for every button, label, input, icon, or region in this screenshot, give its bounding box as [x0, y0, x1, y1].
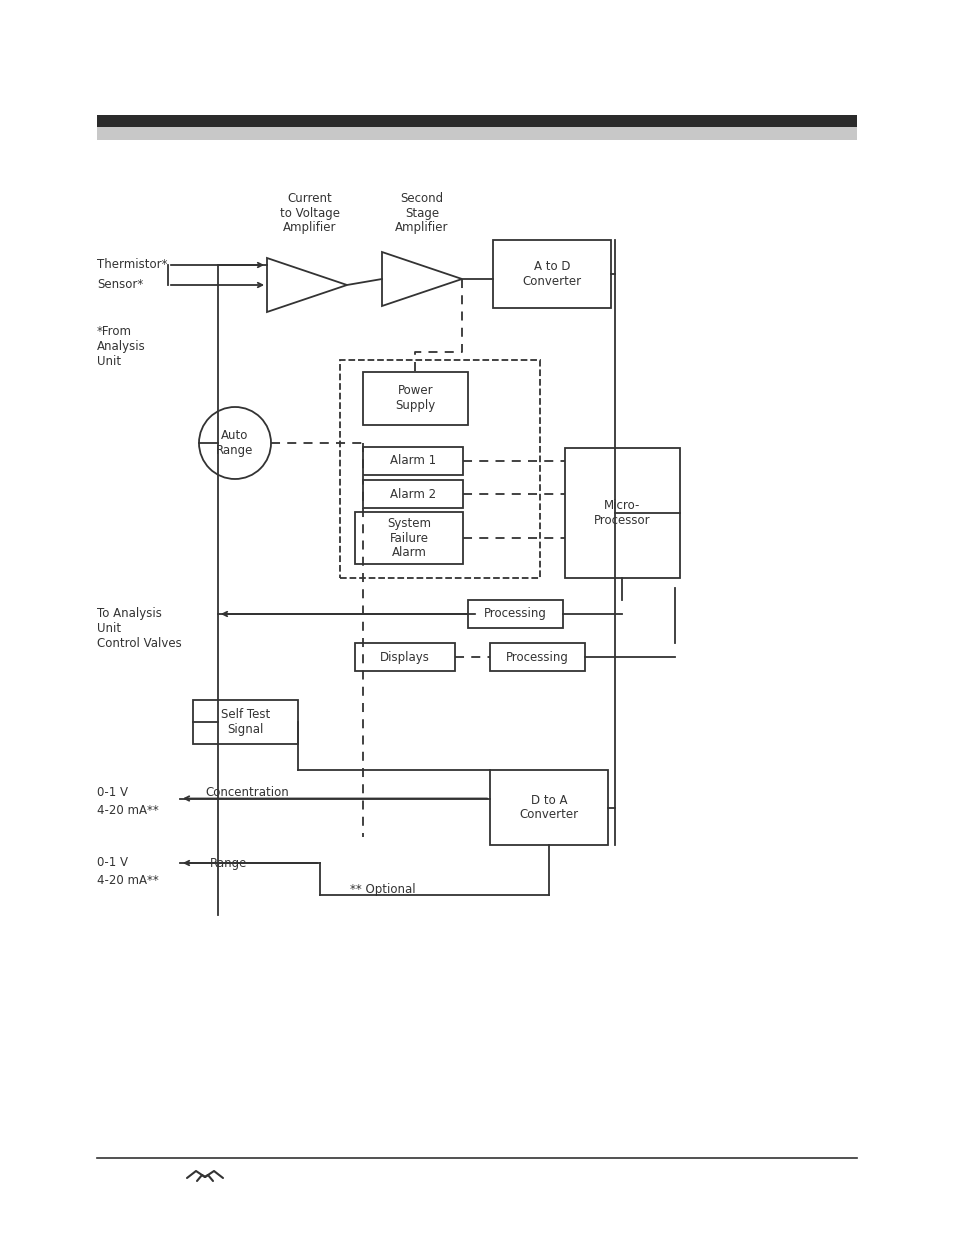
- Bar: [363, 372, 468, 425]
- Text: ** Optional: ** Optional: [350, 883, 416, 897]
- Text: Displays: Displays: [379, 651, 430, 663]
- Text: Thermistor*: Thermistor*: [97, 258, 168, 272]
- Text: Alarm 2: Alarm 2: [390, 488, 436, 500]
- Text: Power
Supply: Power Supply: [395, 384, 436, 412]
- Text: Processing: Processing: [483, 608, 546, 620]
- Polygon shape: [267, 258, 347, 312]
- Text: *From
Analysis
Unit: *From Analysis Unit: [97, 325, 146, 368]
- Bar: [493, 240, 610, 308]
- Text: Concentration: Concentration: [205, 785, 289, 799]
- Bar: [97, 127, 856, 140]
- Bar: [355, 643, 455, 671]
- Bar: [339, 359, 539, 578]
- Text: Range: Range: [210, 857, 247, 869]
- Bar: [355, 513, 462, 564]
- Text: System
Failure
Alarm: System Failure Alarm: [387, 516, 431, 559]
- Text: 0-1 V: 0-1 V: [97, 857, 128, 869]
- Text: Micro-
Processor: Micro- Processor: [594, 499, 650, 527]
- Text: Self Test
Signal: Self Test Signal: [221, 708, 270, 736]
- Bar: [97, 115, 856, 127]
- Text: 4-20 mA**: 4-20 mA**: [97, 874, 158, 888]
- Polygon shape: [381, 252, 461, 306]
- Text: Processing: Processing: [505, 651, 568, 663]
- Text: Current
to Voltage
Amplifier: Current to Voltage Amplifier: [280, 191, 339, 235]
- Text: To Analysis
Unit
Control Valves: To Analysis Unit Control Valves: [97, 606, 182, 650]
- Bar: [363, 480, 462, 508]
- Text: D to A
Converter: D to A Converter: [518, 794, 578, 821]
- Bar: [564, 448, 679, 578]
- Circle shape: [199, 408, 271, 479]
- Text: 0-1 V: 0-1 V: [97, 785, 128, 799]
- Text: Sensor*: Sensor*: [97, 279, 143, 291]
- Bar: [363, 447, 462, 475]
- Bar: [490, 769, 607, 845]
- Bar: [468, 600, 562, 629]
- Bar: [490, 643, 584, 671]
- Text: Second
Stage
Amplifier: Second Stage Amplifier: [395, 191, 448, 235]
- Text: 4-20 mA**: 4-20 mA**: [97, 804, 158, 816]
- Text: Alarm 1: Alarm 1: [390, 454, 436, 468]
- Text: Auto
Range: Auto Range: [216, 429, 253, 457]
- Text: A to D
Converter: A to D Converter: [522, 261, 581, 288]
- Bar: [193, 700, 297, 743]
